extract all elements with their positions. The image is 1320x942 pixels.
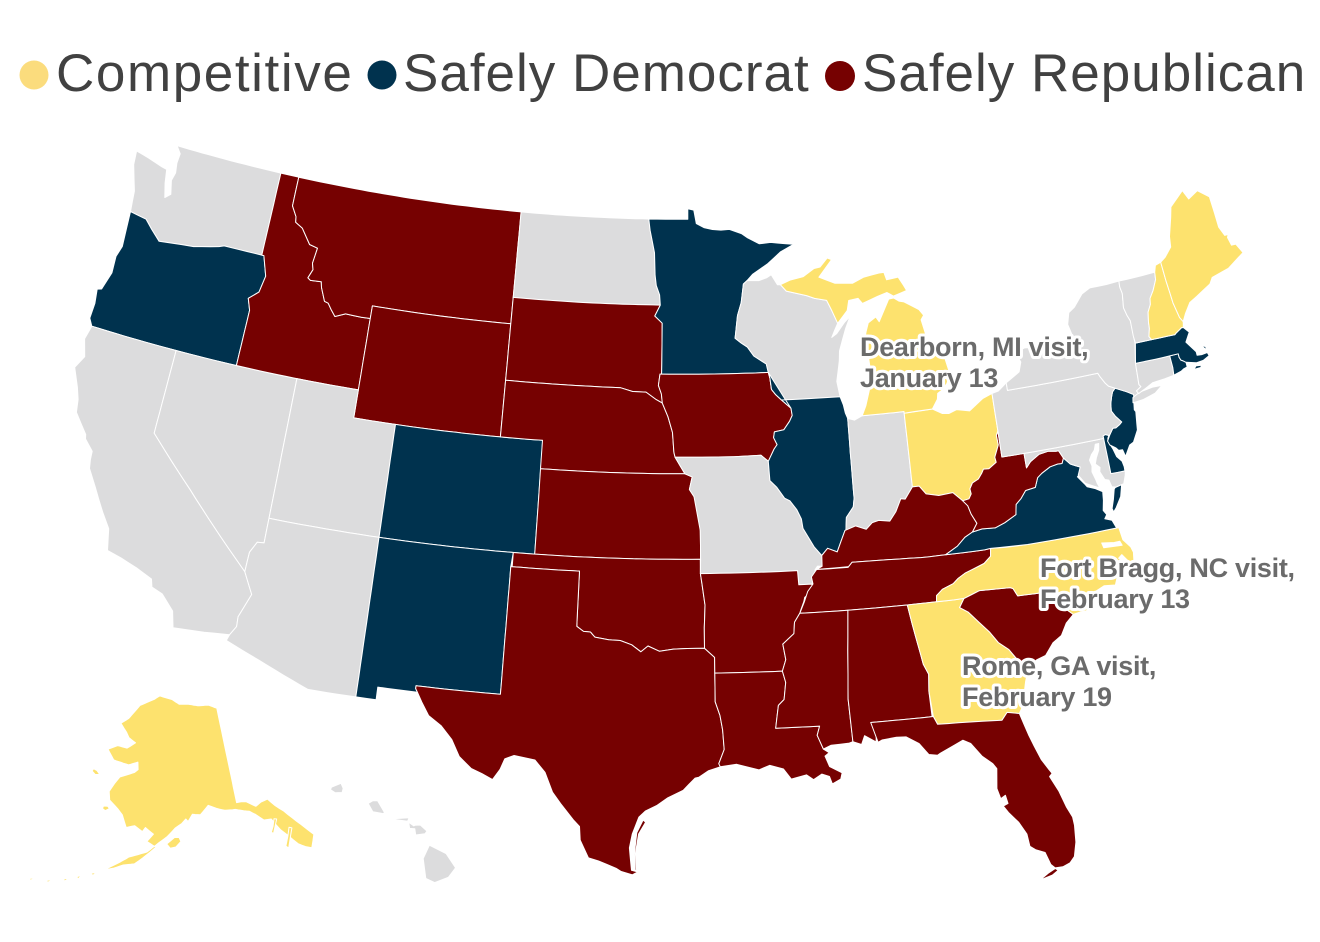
svg-text:February 19: February 19 (962, 682, 1112, 712)
svg-text:Rome, GA visit,: Rome, GA visit, (962, 651, 1156, 681)
svg-text:Competitive: Competitive (56, 44, 353, 103)
svg-text:Dearborn, MI visit,: Dearborn, MI visit, (860, 332, 1088, 362)
svg-text:January 13: January 13 (860, 363, 998, 393)
svg-text:February 13: February 13 (1040, 584, 1190, 614)
svg-text:Fort Bragg, NC visit,: Fort Bragg, NC visit, (1040, 553, 1295, 583)
svg-text:Safely Republican: Safely Republican (862, 44, 1306, 103)
svg-text:Safely Democrat: Safely Democrat (403, 44, 810, 103)
